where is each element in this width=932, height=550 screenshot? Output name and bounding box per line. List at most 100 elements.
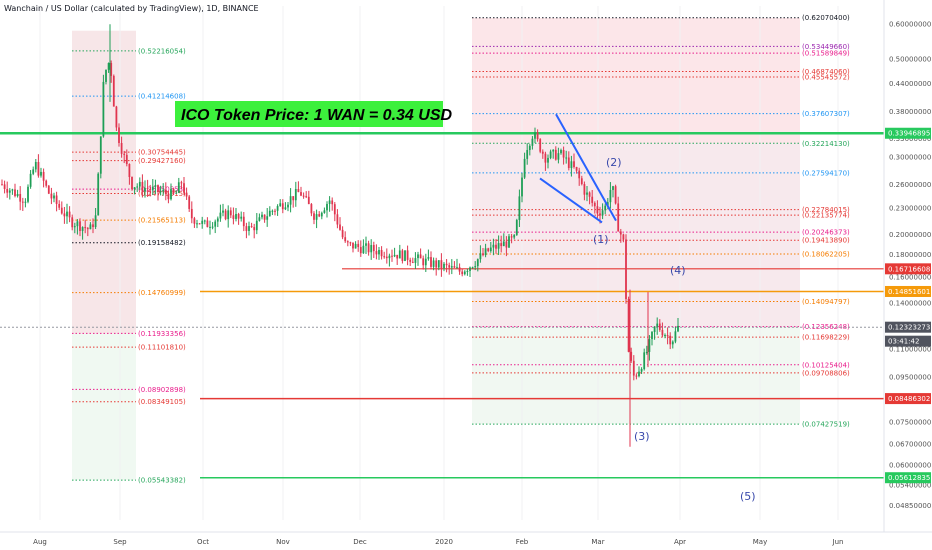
candle-body: [133, 187, 136, 190]
candle-body: [601, 210, 604, 216]
price-tick-label: 0.50000000: [889, 56, 931, 64]
time-tick-label: Jun: [832, 538, 844, 546]
price-axis: 0.60000000 0.50000000 0.44000000 0.38000000…: [883, 0, 932, 550]
candle-body: [136, 186, 139, 188]
candle-body: [177, 182, 180, 193]
candle-body: [609, 190, 612, 203]
candle-body: [188, 196, 191, 209]
candle-body: [183, 183, 185, 193]
candle-body: [112, 75, 115, 107]
price-tag-label: 03:41:42: [888, 338, 919, 346]
candle-body: [42, 171, 45, 181]
candle-body: [229, 210, 232, 216]
banner-background: [175, 101, 443, 127]
price-tag-label: 0.05612835: [888, 474, 930, 482]
candle-body: [554, 149, 557, 160]
candle-body: [404, 250, 406, 261]
price-tag: [885, 263, 931, 275]
fib-zone-right-mid: [472, 143, 800, 327]
price-tick-label: 0.38000000: [889, 108, 931, 116]
candle-body: [60, 207, 63, 214]
candle-body: [599, 213, 601, 216]
candle-body: [549, 151, 552, 158]
candle-body: [378, 249, 380, 255]
price-tag: [885, 393, 931, 405]
candle-body: [385, 256, 388, 259]
candle-body: [146, 188, 149, 190]
candle-body: [68, 211, 71, 218]
candle-body: [596, 206, 599, 214]
candle-body: [409, 259, 412, 262]
candle-body: [149, 189, 152, 191]
candle-body: [526, 150, 529, 159]
fib-right-label: (0.09708806): [802, 369, 850, 377]
candle-body: [437, 260, 440, 268]
candle-body: [279, 203, 282, 207]
fib-zone-left-lower: [72, 333, 136, 480]
candle-body: [474, 266, 477, 268]
candle-body: [58, 203, 61, 208]
candle-body: [638, 371, 640, 377]
price-tag-label: 0.12323273: [888, 324, 930, 332]
time-tick-label: Nov: [276, 538, 290, 546]
candle-body: [55, 195, 58, 204]
price-tag-label: 0.16716608: [888, 265, 930, 273]
price-tick-label: 0.23000000: [889, 204, 931, 212]
candle-body: [354, 243, 357, 249]
candle-body: [518, 196, 521, 220]
candle-body: [214, 221, 217, 227]
candle-body: [515, 219, 518, 235]
fib-left-label: (0.29427160): [138, 157, 186, 165]
candle-body: [76, 221, 79, 227]
time-tick-label: Aug: [33, 538, 47, 546]
fib-left-label: (0.30754445): [138, 149, 186, 157]
candle-body: [632, 360, 635, 376]
candle-body: [630, 351, 633, 361]
candle-body: [19, 193, 22, 202]
candle-body: [198, 223, 201, 225]
candle-body: [318, 214, 321, 217]
candle-body: [216, 218, 219, 222]
candle-body: [266, 216, 269, 220]
candle-body: [227, 210, 230, 220]
candle-body: [297, 189, 300, 193]
price-tick-label: 0.05400000: [889, 482, 931, 490]
candle-body: [331, 200, 334, 205]
candle-body: [261, 214, 263, 218]
candle-body: [440, 260, 443, 269]
candle-body: [544, 153, 547, 163]
candle-body: [370, 245, 373, 253]
candle-body: [222, 210, 224, 213]
candle-body: [162, 189, 165, 192]
candle-body: [6, 188, 9, 193]
candle-body: [502, 241, 505, 247]
candles: [1, 24, 679, 447]
candle-body: [570, 161, 573, 169]
candle-body: [276, 206, 279, 211]
candle-body: [401, 250, 404, 261]
drawings: (1) (2) (3) (4) (5): [539, 113, 756, 503]
candle-body: [593, 202, 596, 207]
candle-body: [578, 170, 581, 179]
candle-body: [281, 203, 284, 210]
price-tick-label: 0.20000000: [889, 231, 931, 239]
candle-body: [190, 208, 193, 219]
fib-right-label: (0.51589849): [802, 50, 850, 58]
candle-body: [406, 250, 409, 260]
candle-body: [586, 192, 588, 195]
candle-body: [209, 226, 211, 228]
candle-body: [47, 185, 50, 194]
candle-body: [313, 213, 315, 220]
price-tick-label: 0.26000000: [889, 181, 931, 189]
price-tick-label: 0.33000000: [889, 135, 931, 143]
candle-body: [196, 223, 198, 225]
price-tag: [885, 472, 931, 484]
candle-body: [430, 257, 432, 267]
candle-body: [424, 258, 427, 266]
candle-body: [170, 189, 172, 200]
candle-body: [383, 256, 386, 258]
candle-body: [115, 106, 118, 128]
candle-body: [336, 214, 339, 225]
candle-body: [645, 351, 648, 353]
